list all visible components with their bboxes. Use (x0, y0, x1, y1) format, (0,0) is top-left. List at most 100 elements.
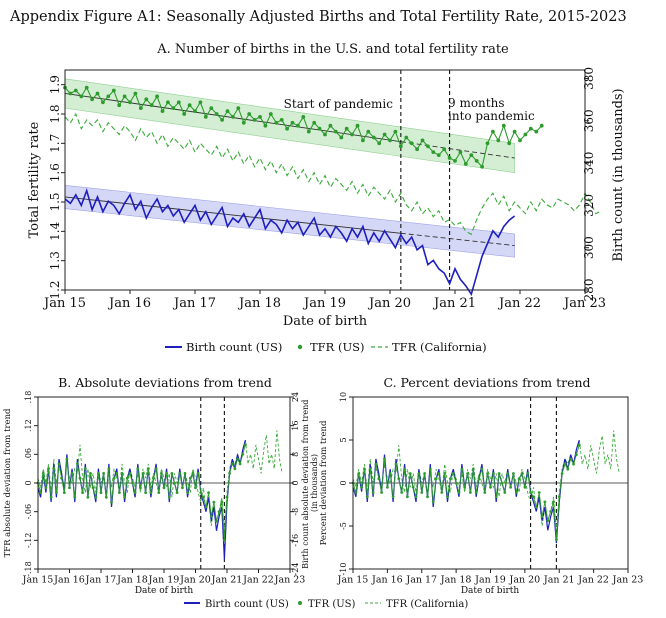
panel-c-tfr-us-point (460, 467, 464, 471)
panel-a-y-right-tick-label: 300 (582, 236, 596, 259)
panel-b-tfr-us-point (68, 486, 71, 490)
panel-a-y-right-label: Birth count (in thousands) (611, 88, 626, 261)
panel-b-tfr-us-point (175, 491, 179, 494)
panel-c-tfr-us-point (423, 472, 426, 475)
panel-a-y-right-tick-label: 360 (582, 109, 596, 132)
panel-b-tfr-us-point (128, 472, 132, 475)
panel-b-tfr-us-point (160, 472, 163, 475)
tfr-us-point (485, 141, 490, 146)
tfr-us-point (404, 135, 409, 140)
panel-a-x-label: Date of birth (283, 314, 368, 329)
panel-a-x-tick-label: Jan 16 (107, 296, 151, 311)
panel-a-annotation-9months-line2: into pandemic (448, 109, 535, 123)
tfr-us-point (458, 150, 463, 155)
panel-b-y-left-tick-label: -.06 (24, 504, 33, 519)
tfr-us-point (355, 123, 360, 128)
panel-b-tfr-us-point (149, 491, 153, 494)
tfr-us-point (90, 97, 94, 102)
tfr-us-point (117, 103, 122, 108)
panel-b-tfr-us-point (112, 476, 116, 480)
panel-c-tfr-us-point (466, 472, 469, 475)
panel-b-y-left-tick-label: -.12 (24, 533, 33, 548)
tfr-us-point (398, 144, 403, 149)
tfr-us-point (317, 126, 322, 131)
panel-b-tfr-us-point (223, 538, 226, 542)
panel-c-tfr-us-point (440, 491, 444, 494)
tfr-us-point (138, 106, 143, 110)
panel-c-tfr-us-point (443, 472, 447, 475)
panel-c-tfr-us-point (483, 491, 487, 494)
panel-b-tfr-us-point (104, 495, 108, 499)
panel-b-tfr-us-point (131, 481, 134, 485)
tfr-us-point (241, 120, 246, 125)
tfr-us-point (133, 91, 138, 96)
panel-c-x-tick-label: Jan 22 (577, 575, 609, 586)
tfr-us-point (480, 164, 484, 169)
tfr-us-point (393, 129, 398, 134)
panel-c-tfr-us-point (552, 500, 555, 504)
panel-c-x-tick-label: Jan 23 (612, 575, 644, 586)
panel-c-tfr-us-point (454, 481, 458, 485)
panel-c-tfr-us-point (569, 457, 573, 461)
panel-b-tfr-us-point (188, 476, 192, 480)
panel-c-y-left-label: Percent deviation from trend (319, 420, 329, 545)
panel-c-x-label: Date of birth (461, 586, 520, 596)
panel-b-tfr-us-point (191, 472, 195, 475)
tfr-us-point (236, 106, 241, 110)
tfr-us-point (149, 103, 154, 108)
panel-c-tfr-us-point (446, 495, 449, 499)
panel-b-tfr-us-point (123, 495, 126, 499)
panel-c-tfr-us-point (400, 491, 404, 494)
panel-b-y-right-tick-label: 24 (291, 392, 300, 402)
panel-b-tfr-us-point (47, 467, 50, 471)
panel-b-tfr-us-point (238, 462, 242, 466)
tfr-us-point (474, 159, 479, 163)
panel-a-y-left-tick-label: 1.9 (48, 75, 62, 94)
panel-c-tfr-us-point (577, 443, 581, 447)
tfr-us-point (388, 138, 392, 143)
panel-c-tfr-us-point (537, 491, 541, 494)
panel-b-tfr-us-point (115, 472, 119, 475)
tfr-us-point (231, 115, 235, 119)
tfr-california-line (64, 112, 602, 236)
tfr-us-point (220, 118, 225, 122)
panel-b-tfr-us-point (186, 491, 190, 494)
panel-c-tfr-us-point (503, 491, 507, 494)
panel-b-tfr-us-point (81, 491, 84, 494)
panel-c-tfr-us-point (406, 495, 409, 499)
panel-c-x-tick-label: Jan 20 (509, 575, 541, 586)
panel-c-x-tick-label: Jan 18 (440, 575, 472, 586)
tfr-us-point (79, 94, 84, 99)
tfr-us-point (366, 129, 371, 134)
panel-b-y-left-label: TFR absolute deviation from trend (3, 408, 13, 558)
legend-birth-label: Birth count (US) (186, 340, 282, 354)
panel-b-y-right-label-line2: (in thousands) (310, 454, 319, 512)
tfr-us-point (95, 91, 100, 96)
panel-c-x-tick-label: Jan 19 (474, 575, 506, 586)
legend-tfr-swatch (297, 344, 303, 350)
tfr-us-point (512, 129, 517, 134)
panel-b-x-tick-label: Jan 17 (85, 575, 117, 586)
panel-b-tfr-us-point (215, 519, 218, 523)
panel-c-tfr-us-point (477, 477, 481, 481)
panel-a-y-right-tick-label: 340 (582, 152, 596, 175)
panel-c-tfr-us-point (386, 485, 389, 489)
tfr-us-point (160, 109, 165, 113)
panel-b-tfr-us-point (83, 467, 87, 471)
panel-c-tfr-us-point (360, 485, 363, 489)
panel-c-tfr-us-point (357, 472, 361, 475)
panel-c-tfr-us-point (546, 519, 550, 523)
panel-a-y-left-label: Total fertility rate (27, 121, 42, 238)
panel-b-tfr-us-point (244, 443, 247, 447)
panel-b-tfr-us-point (207, 491, 211, 494)
panel-b-tfr-us-point (220, 500, 224, 504)
panel-b-tfr-us-point (118, 491, 121, 494)
panel-b-tfr-us-point (196, 472, 200, 475)
panel-b-tfr-us-point (60, 476, 63, 480)
panel-b-tfr-us-point (91, 486, 95, 490)
panel-a-x-tick-label: Jan 23 (562, 296, 606, 311)
tfr-us-point (528, 126, 533, 131)
panel-c-tfr-us-point (534, 505, 538, 509)
panel-b-tfr-us-point (102, 472, 105, 475)
